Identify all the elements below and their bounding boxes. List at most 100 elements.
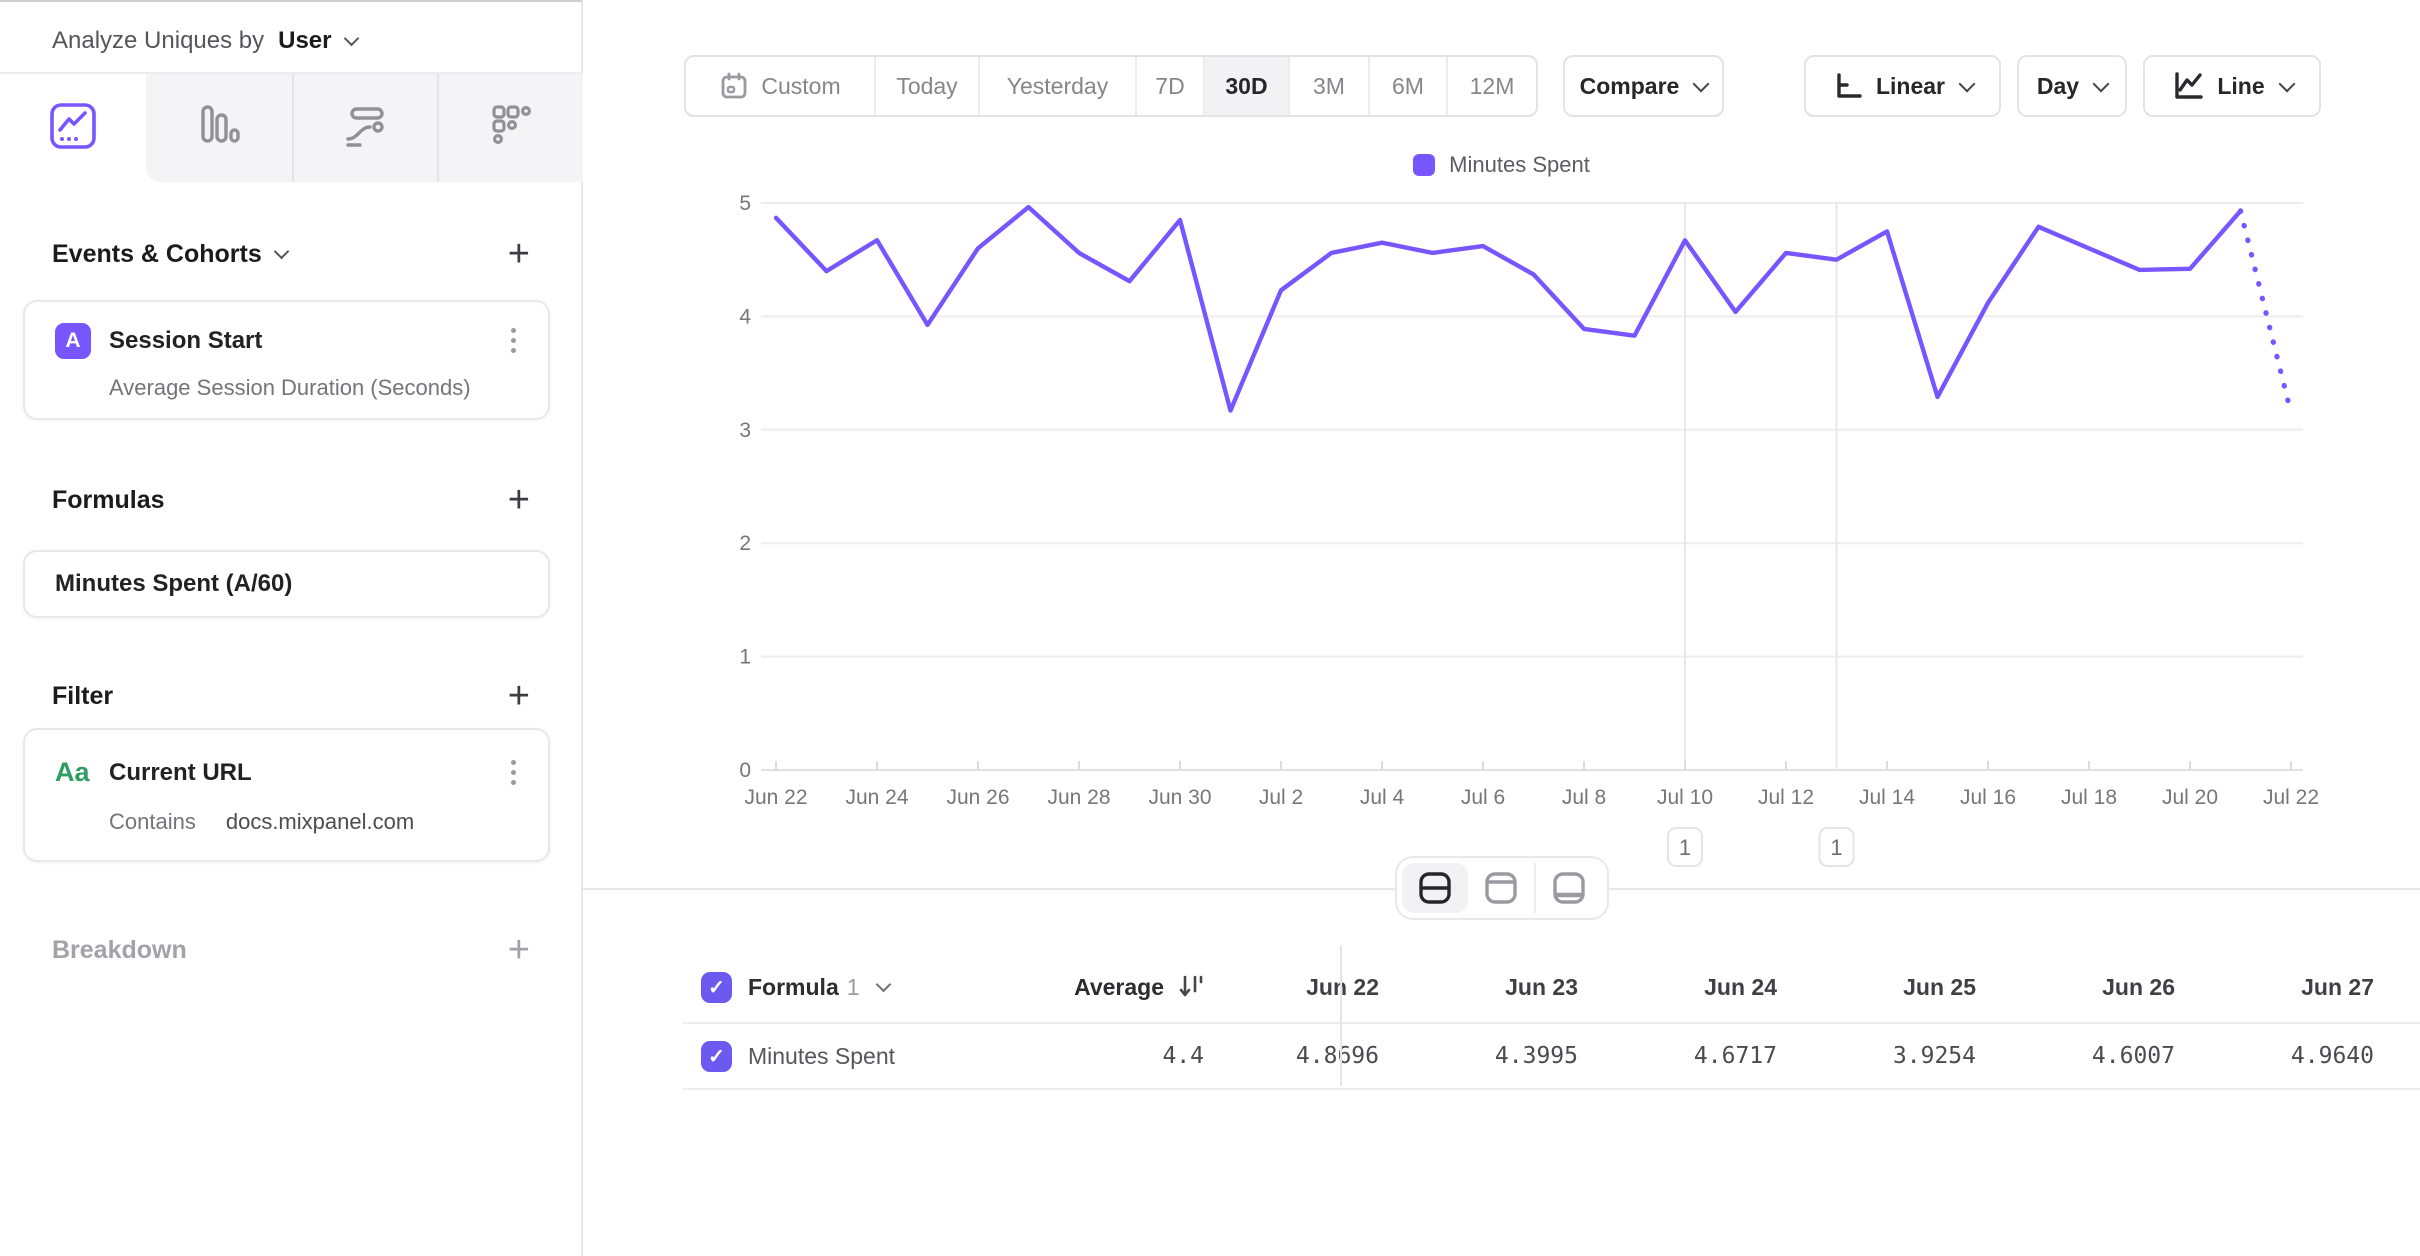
value-cell-jun-25: 3.9254 bbox=[1892, 1043, 1976, 1069]
metrics-grid-tab-icon bbox=[486, 101, 536, 156]
table-column-divider bbox=[1340, 945, 1342, 1086]
series-line[interactable] bbox=[773, 204, 2243, 413]
column-header-jun-23[interactable]: Jun 23 bbox=[1505, 973, 1578, 1000]
svg-text:Jun 26: Jun 26 bbox=[946, 786, 1009, 809]
chevron-down-icon bbox=[2278, 75, 2296, 92]
series-line-projected-dotted bbox=[2237, 208, 2294, 416]
filter-property-name[interactable]: Current URL bbox=[109, 758, 252, 786]
add-filter-button[interactable]: + bbox=[507, 675, 530, 717]
chart-only-view-button[interactable] bbox=[1468, 863, 1534, 913]
events-cohorts-title: Events & Cohorts bbox=[52, 240, 290, 269]
table-row[interactable]: ✓ Minutes Spent 4.4 4.8696 4.3995 4.6717 3.… bbox=[683, 1022, 2420, 1090]
annotation-badge[interactable] bbox=[1667, 827, 1703, 867]
svg-text:2: 2 bbox=[739, 532, 751, 555]
series-color-swatch[interactable] bbox=[1413, 154, 1436, 176]
formula-card[interactable]: Minutes Spent (A/60) bbox=[23, 550, 550, 618]
scale-linear-button[interactable]: Linear bbox=[1804, 55, 2001, 117]
tab-flows-tab[interactable] bbox=[291, 74, 438, 182]
chevron-down-icon[interactable] bbox=[875, 976, 891, 993]
analyze-value-dropdown[interactable]: User bbox=[278, 27, 332, 54]
svg-text:5: 5 bbox=[739, 192, 751, 215]
event-name[interactable]: Session Start bbox=[109, 326, 263, 354]
divider bbox=[0, 72, 583, 74]
event-card-session-start[interactable]: A Session Start Average Session Duration… bbox=[23, 300, 550, 420]
analyze-uniques-row: Analyze Uniques by User bbox=[52, 18, 359, 64]
value-cell-jun-23: 4.3995 bbox=[1494, 1043, 1578, 1069]
analyze-label: Analyze Uniques by bbox=[52, 27, 265, 54]
chart-legend: Minutes Spent bbox=[583, 152, 2420, 178]
line-chart-svg: 0 1 2 3 4 5 Jun 22 Jun 24 Jun 26 Jun 28 Jun 30 Jul … bbox=[739, 192, 2319, 867]
kebab-menu-icon[interactable] bbox=[505, 754, 522, 791]
chevron-down-icon bbox=[1958, 75, 1976, 92]
date-range-today[interactable]: Today bbox=[876, 57, 980, 115]
visualization-tab-bar bbox=[0, 74, 583, 182]
date-range-control: Custom Today Yesterday 7D 30D 3M 6M 12M bbox=[684, 55, 1538, 117]
chevron-down-icon bbox=[2092, 75, 2110, 92]
value-cell-jun-24: 4.6717 bbox=[1693, 1043, 1777, 1069]
annotation-badge[interactable] bbox=[1818, 827, 1855, 867]
svg-text:Jul 10: Jul 10 bbox=[1657, 786, 1713, 809]
column-header-jun-24[interactable]: Jun 24 bbox=[1704, 973, 1777, 1000]
series-legend-label[interactable]: Minutes Spent bbox=[1449, 152, 1590, 177]
tab-metrics-grid-tab[interactable] bbox=[437, 74, 583, 182]
line-chart[interactable]: 0 1 2 3 4 5 Jun 22 Jun 24 Jun 26 Jun 28 Jun 30 Jul … bbox=[583, 190, 2420, 880]
filter-card-current-url[interactable]: Aa Current URL Contains docs.mixpanel.co… bbox=[23, 728, 550, 862]
value-cell-jun-26: 4.6007 bbox=[2091, 1043, 2175, 1069]
row-average-value: 4.4 bbox=[1162, 1043, 1204, 1069]
chart-type-line-button[interactable]: Line bbox=[2143, 55, 2321, 117]
report-main-area: Custom Today Yesterday 7D 30D 3M 6M 12M Compare… bbox=[583, 0, 2420, 1256]
filter-value[interactable]: docs.mixpanel.com bbox=[225, 809, 415, 834]
tab-bar-chart-tab[interactable] bbox=[145, 74, 292, 182]
svg-text:Jul 2: Jul 2 bbox=[1259, 786, 1303, 809]
divider bbox=[1533, 863, 1536, 913]
formula-name[interactable]: Minutes Spent (A/60) bbox=[55, 570, 293, 597]
svg-text:3: 3 bbox=[739, 419, 751, 442]
events-cohorts-header: Events & Cohorts + bbox=[52, 234, 530, 274]
date-range-3m[interactable]: 3M bbox=[1290, 57, 1370, 115]
svg-text:Jun 22: Jun 22 bbox=[744, 786, 807, 809]
interval-day-button[interactable]: Day bbox=[2017, 55, 2127, 117]
chevron-down-icon[interactable] bbox=[273, 243, 290, 260]
date-range-6m[interactable]: 6M bbox=[1370, 57, 1448, 115]
calendar-icon bbox=[719, 71, 749, 101]
chevron-down-icon bbox=[343, 30, 359, 47]
column-header-jun-27[interactable]: Jun 27 bbox=[2301, 973, 2374, 1000]
average-column-header[interactable]: Average bbox=[1074, 973, 1164, 1000]
kebab-menu-icon[interactable] bbox=[505, 322, 522, 359]
date-range-12m[interactable]: 12M bbox=[1469, 72, 1515, 99]
event-metric[interactable]: Average Session Duration (Seconds) bbox=[109, 375, 471, 400]
filter-operator[interactable]: Contains bbox=[109, 809, 196, 834]
formulas-title: Formulas bbox=[52, 485, 165, 514]
group-column-header[interactable]: Formula 1 bbox=[748, 973, 860, 1000]
date-range-7d[interactable]: 7D bbox=[1137, 57, 1205, 115]
table-only-view-button[interactable] bbox=[1536, 863, 1602, 913]
value-cell-jun-27: 4.9640 bbox=[2290, 1043, 2374, 1069]
flows-tab-icon bbox=[340, 101, 390, 156]
row-checkbox[interactable]: ✓ bbox=[701, 1040, 732, 1072]
add-event-button[interactable]: + bbox=[507, 233, 530, 275]
column-header-jun-22[interactable]: Jun 22 bbox=[1306, 973, 1379, 1000]
column-header-jun-26[interactable]: Jun 26 bbox=[2102, 973, 2175, 1000]
date-range-custom[interactable]: Custom bbox=[686, 57, 876, 115]
sort-icon[interactable] bbox=[1176, 973, 1204, 1001]
svg-text:Jul 22: Jul 22 bbox=[2263, 786, 2319, 809]
split-view-button[interactable] bbox=[1401, 863, 1468, 913]
breakdown-title: Breakdown bbox=[52, 935, 187, 964]
add-breakdown-button[interactable]: + bbox=[507, 929, 530, 971]
add-formula-button[interactable]: + bbox=[507, 479, 530, 521]
date-range-yesterday[interactable]: Yesterday bbox=[980, 57, 1137, 115]
svg-text:Jun 28: Jun 28 bbox=[1047, 786, 1110, 809]
select-all-checkbox[interactable]: ✓ bbox=[701, 971, 732, 1003]
tab-line-chart-tab[interactable] bbox=[0, 74, 146, 182]
compare-button[interactable]: Compare bbox=[1563, 55, 1724, 117]
chevron-down-icon bbox=[1692, 75, 1710, 92]
row-series-name: Minutes Spent bbox=[748, 1042, 896, 1069]
formulas-header: Formulas + bbox=[52, 480, 530, 520]
line-chart-tab-icon bbox=[48, 101, 98, 156]
svg-text:Jul 4: Jul 4 bbox=[1360, 786, 1405, 809]
svg-text:Jul 20: Jul 20 bbox=[2162, 786, 2218, 809]
column-header-jun-25[interactable]: Jun 25 bbox=[1903, 973, 1976, 1000]
date-range-30d[interactable]: 30D bbox=[1205, 57, 1290, 115]
event-letter-badge: A bbox=[55, 322, 91, 359]
